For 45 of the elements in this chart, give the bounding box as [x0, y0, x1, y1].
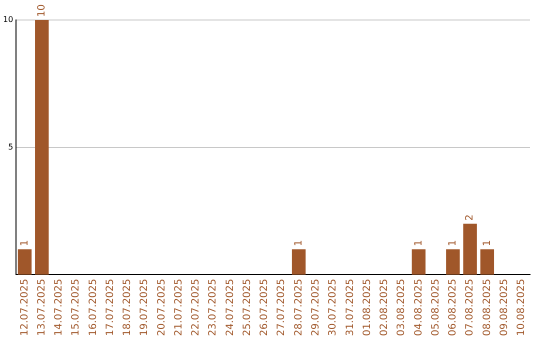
data-label: 2: [464, 214, 476, 221]
x-tick-label: 23.07.2025: [208, 278, 219, 336]
x-tick-label: 03.08.2025: [396, 278, 408, 336]
x-tick-label: 29.07.2025: [310, 278, 322, 336]
x-tick-label: 07.08.2025: [464, 278, 476, 336]
x-tick-label: 06.08.2025: [448, 278, 459, 336]
x-tick-label: 04.08.2025: [413, 278, 424, 336]
x-tick-label: 05.08.2025: [430, 278, 442, 336]
bar: [480, 249, 494, 275]
x-tick-label: 02.08.2025: [379, 278, 390, 336]
data-label: 1: [482, 240, 493, 246]
bar: [463, 224, 477, 275]
bar: [18, 249, 32, 275]
y-tick-label: 5: [8, 142, 14, 152]
x-tick-label: 28.07.2025: [293, 278, 304, 336]
x-tick-label: 01.08.2025: [362, 278, 373, 336]
data-label: 1: [448, 240, 459, 246]
x-tick-label: 12.07.2025: [19, 278, 30, 336]
x-tick-label: 19.07.2025: [139, 278, 150, 336]
x-tick-label: 14.07.2025: [54, 278, 65, 336]
data-label: 1: [293, 240, 304, 246]
x-tick-label: 25.07.2025: [242, 278, 253, 336]
x-tick-label: 15.07.2025: [70, 278, 82, 336]
x-tick-label: 10.08.2025: [516, 278, 528, 336]
x-tick-label: 24.07.2025: [224, 278, 236, 336]
bar: [292, 249, 306, 275]
x-tick-label: 08.08.2025: [482, 278, 493, 336]
x-tick-label: 22.07.2025: [190, 278, 202, 336]
x-tick-label: 16.07.2025: [88, 278, 99, 336]
x-tick-label: 20.07.2025: [156, 278, 168, 336]
x-tick-label: 18.07.2025: [122, 278, 134, 336]
data-label: 10: [36, 4, 48, 17]
bar: [412, 249, 426, 275]
x-tick-label: 13.07.2025: [36, 278, 48, 336]
bar: [446, 249, 460, 275]
bar: [35, 20, 49, 275]
x-tick-label: 09.08.2025: [498, 278, 510, 336]
x-tick-label: 17.07.2025: [104, 278, 116, 336]
x-tick-label: 31.07.2025: [344, 278, 356, 336]
x-tick-label: 21.07.2025: [173, 278, 184, 336]
data-label: 1: [413, 240, 424, 246]
x-tick-label: 27.07.2025: [276, 278, 288, 336]
x-tick-label: 26.07.2025: [259, 278, 270, 336]
x-tick-label: 30.07.2025: [328, 278, 339, 336]
data-label: 1: [19, 240, 30, 246]
